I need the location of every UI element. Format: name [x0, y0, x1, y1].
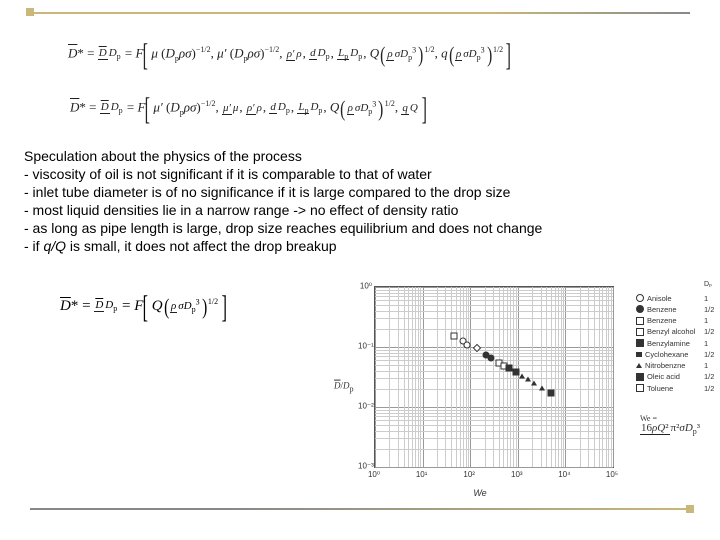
y-axis-label: D/Dp — [334, 381, 354, 394]
equation-1: D* = DDp = F[ μ (Dpρσ)−1/2, μ′ (Dpρσ)−1/… — [68, 36, 511, 73]
equation-3: D* = DDp = F[ Q(ρσDp3)1/2 ] — [60, 288, 227, 325]
text-l3: - most liquid densities lie in a narrow … — [24, 202, 704, 220]
data-point — [463, 341, 470, 348]
legend-exp: 1 — [704, 360, 718, 371]
xtick-label: 10² — [463, 470, 475, 479]
data-point — [531, 381, 537, 386]
gridline-v — [375, 287, 376, 467]
legend-exp: 1/2 — [704, 383, 718, 394]
legend-symbol — [636, 384, 644, 392]
text-l4: - as long as pipe length is large, drop … — [24, 220, 704, 238]
legend-header: Dₚ — [636, 280, 718, 291]
legend-item: Anisole1 — [636, 293, 718, 304]
equation-2: D* = DDp = F[ μ′ (Dpρσ)−1/2, μ′μ, ρ′ρ, d… — [70, 90, 427, 127]
gridline-h — [375, 287, 613, 288]
gridline-v — [470, 287, 471, 467]
legend-symbol — [636, 317, 644, 325]
legend-item: Cyclohexane1/2 — [636, 349, 718, 360]
data-point — [539, 385, 545, 390]
legend-item: Benzyl alcohol1/2 — [636, 326, 718, 337]
legend-exp: 1/2 — [704, 326, 718, 337]
legend-symbol — [636, 328, 644, 336]
legend-item: Toluene1/2 — [636, 383, 718, 394]
legend-label: Oleic acid — [647, 371, 701, 382]
legend-label: Anisole — [647, 293, 701, 304]
legend-symbol — [636, 352, 642, 357]
corner-square-tl — [26, 8, 34, 16]
legend-exp: 1 — [704, 315, 718, 326]
bottom-rule — [30, 508, 690, 510]
legend-label: Nitrobenzne — [645, 360, 701, 371]
ytick-label: 10⁰ — [358, 282, 372, 291]
text-l5: - if q/Q is small, it does not affect th… — [24, 238, 704, 256]
legend-exp: 1 — [704, 293, 718, 304]
data-point — [473, 344, 481, 352]
gridline-h — [375, 407, 613, 408]
legend-symbol — [636, 305, 644, 313]
legend-label: Benzylamine — [647, 338, 701, 349]
legend-exp: 1/2 — [704, 349, 718, 360]
xtick-label: 10⁵ — [606, 470, 618, 479]
weber-number-equation: We = 16ρQ²π²σDp³ — [640, 414, 720, 436]
legend-item: Benzylamine1 — [636, 338, 718, 349]
xtick-label: 10⁰ — [368, 470, 380, 479]
legend-symbol — [636, 373, 644, 381]
legend-exp: 1/2 — [704, 304, 718, 315]
legend-symbol — [636, 294, 644, 302]
legend-item: Benzene1 — [636, 315, 718, 326]
legend-header-dp: Dₚ — [704, 280, 718, 291]
data-point — [488, 354, 495, 361]
text-heading: Speculation about the physics of the pro… — [24, 148, 704, 166]
gridline-v — [565, 287, 566, 467]
ytick-label: 10⁻¹ — [358, 342, 372, 351]
legend-label: Cyclohexane — [645, 349, 701, 360]
legend-item: Benzene1/2 — [636, 304, 718, 315]
gridline-v — [613, 287, 614, 467]
xtick-label: 10³ — [511, 470, 523, 479]
data-point — [450, 332, 457, 339]
legend-exp: 1/2 — [704, 371, 718, 382]
text-l5b: is small, it does not affect the drop br… — [66, 238, 337, 254]
legend-label: Toluene — [647, 383, 701, 394]
legend-item: Oleic acid1/2 — [636, 371, 718, 382]
gridline-h — [375, 467, 613, 468]
top-rule — [30, 12, 690, 14]
gridline-v — [423, 287, 424, 467]
gridline-h — [375, 347, 613, 348]
ytick-label: 10⁻² — [358, 402, 372, 411]
plot-area — [374, 286, 614, 468]
text-l5a: - if — [24, 238, 43, 254]
scatter-chart: D/Dp We 10⁰ 10¹ 10² 10³ 10⁴ 10⁵ 10⁻³ 10⁻² 10⁻¹ 10… — [332, 278, 628, 496]
legend-label: Benzene — [647, 304, 701, 315]
speculation-text: Speculation about the physics of the pro… — [24, 148, 704, 255]
data-point — [548, 390, 555, 397]
legend-label: Benzyl alcohol — [647, 326, 701, 337]
ytick-label: 10⁻³ — [358, 462, 372, 471]
xtick-label: 10⁴ — [558, 470, 570, 479]
data-point — [525, 377, 531, 382]
xtick-label: 10¹ — [416, 470, 428, 479]
legend-symbol — [636, 363, 642, 368]
x-axis-label: We — [473, 488, 486, 498]
legend-label: Benzene — [647, 315, 701, 326]
text-l5i: q/Q — [43, 238, 66, 254]
legend-item: Nitrobenzne1 — [636, 360, 718, 371]
legend-exp: 1 — [704, 338, 718, 349]
text-l1: - viscosity of oil is not significant if… — [24, 166, 704, 184]
corner-square-br — [686, 505, 694, 513]
chart-legend: Dₚ Anisole1Benzene1/2Benzene1Benzyl alco… — [636, 280, 718, 394]
legend-symbol — [636, 339, 644, 347]
text-l2: - inlet tube diameter is of no significa… — [24, 184, 704, 202]
